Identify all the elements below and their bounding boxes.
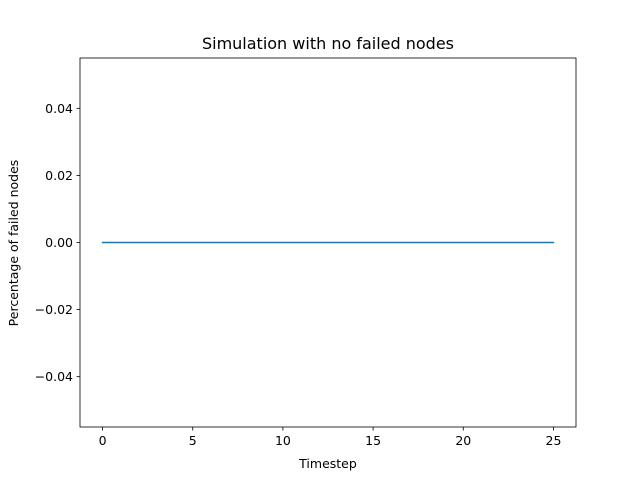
y-tick-label: 0.00: [45, 235, 73, 250]
x-tick-label: 15: [365, 433, 381, 448]
x-tick-label: 10: [275, 433, 291, 448]
y-axis-ticks: −0.04 −0.02 0.00 0.02 0.04: [35, 101, 80, 384]
chart-title: Simulation with no failed nodes: [202, 34, 454, 53]
y-tick-label: 0.04: [45, 101, 73, 116]
x-tick-label: 20: [455, 433, 471, 448]
plot-area: [79, 57, 577, 428]
y-tick-label: −0.04: [35, 369, 73, 384]
y-axis-label: Percentage of failed nodes: [6, 160, 21, 327]
x-tick-label: 5: [189, 433, 197, 448]
x-tick-label: 25: [546, 433, 562, 448]
x-axis-ticks: 0 5 10 15 20 25: [99, 427, 562, 448]
x-tick-label: 0: [99, 433, 107, 448]
x-axis-label: Timestep: [298, 456, 357, 471]
y-tick-label: 0.02: [45, 168, 73, 183]
y-tick-label: −0.02: [35, 302, 73, 317]
